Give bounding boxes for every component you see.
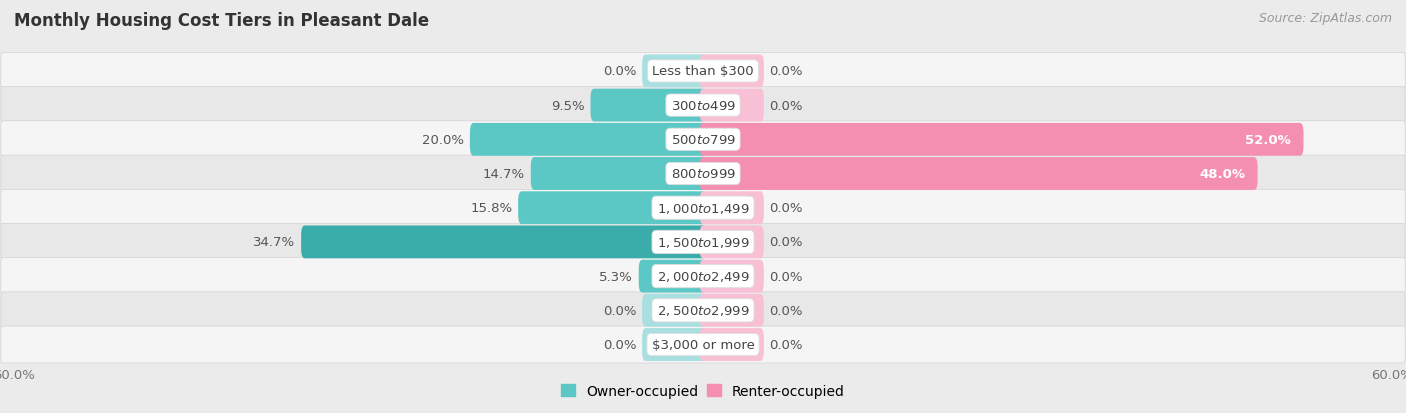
- FancyBboxPatch shape: [700, 158, 1257, 190]
- FancyBboxPatch shape: [700, 260, 763, 293]
- FancyBboxPatch shape: [531, 158, 706, 190]
- Text: $800 to $999: $800 to $999: [671, 168, 735, 180]
- Text: 5.3%: 5.3%: [599, 270, 633, 283]
- Text: $2,500 to $2,999: $2,500 to $2,999: [657, 304, 749, 318]
- FancyBboxPatch shape: [1, 224, 1405, 261]
- FancyBboxPatch shape: [1, 292, 1405, 329]
- Text: $2,000 to $2,499: $2,000 to $2,499: [657, 269, 749, 283]
- Text: $300 to $499: $300 to $499: [671, 100, 735, 112]
- FancyBboxPatch shape: [700, 226, 763, 259]
- Text: 0.0%: 0.0%: [603, 304, 637, 317]
- Text: 0.0%: 0.0%: [769, 202, 803, 215]
- FancyBboxPatch shape: [1, 88, 1405, 124]
- FancyBboxPatch shape: [1, 258, 1405, 295]
- Text: 15.8%: 15.8%: [470, 202, 512, 215]
- FancyBboxPatch shape: [301, 226, 706, 259]
- FancyBboxPatch shape: [700, 90, 763, 122]
- Text: 0.0%: 0.0%: [769, 304, 803, 317]
- FancyBboxPatch shape: [643, 55, 706, 88]
- FancyBboxPatch shape: [1, 190, 1405, 227]
- FancyBboxPatch shape: [1, 53, 1405, 90]
- FancyBboxPatch shape: [700, 192, 763, 225]
- Text: 52.0%: 52.0%: [1246, 133, 1291, 147]
- FancyBboxPatch shape: [643, 328, 706, 361]
- Text: 0.0%: 0.0%: [769, 65, 803, 78]
- Text: 34.7%: 34.7%: [253, 236, 295, 249]
- Text: 0.0%: 0.0%: [769, 270, 803, 283]
- Text: Less than $300: Less than $300: [652, 65, 754, 78]
- Text: 14.7%: 14.7%: [482, 168, 524, 180]
- FancyBboxPatch shape: [591, 90, 706, 122]
- FancyBboxPatch shape: [700, 123, 1303, 157]
- Text: Monthly Housing Cost Tiers in Pleasant Dale: Monthly Housing Cost Tiers in Pleasant D…: [14, 12, 429, 30]
- Text: Source: ZipAtlas.com: Source: ZipAtlas.com: [1258, 12, 1392, 25]
- Text: 0.0%: 0.0%: [769, 100, 803, 112]
- Text: $1,000 to $1,499: $1,000 to $1,499: [657, 201, 749, 215]
- Text: 0.0%: 0.0%: [603, 65, 637, 78]
- Text: $500 to $799: $500 to $799: [671, 133, 735, 147]
- Legend: Owner-occupied, Renter-occupied: Owner-occupied, Renter-occupied: [558, 381, 848, 401]
- Text: $3,000 or more: $3,000 or more: [651, 338, 755, 351]
- Text: $1,500 to $1,999: $1,500 to $1,999: [657, 235, 749, 249]
- FancyBboxPatch shape: [643, 294, 706, 327]
- Text: 0.0%: 0.0%: [769, 338, 803, 351]
- FancyBboxPatch shape: [519, 192, 706, 225]
- Text: 20.0%: 20.0%: [422, 133, 464, 147]
- FancyBboxPatch shape: [638, 260, 706, 293]
- Text: 0.0%: 0.0%: [603, 338, 637, 351]
- Text: 9.5%: 9.5%: [551, 100, 585, 112]
- Text: 48.0%: 48.0%: [1199, 168, 1244, 180]
- FancyBboxPatch shape: [700, 328, 763, 361]
- FancyBboxPatch shape: [1, 156, 1405, 192]
- FancyBboxPatch shape: [700, 55, 763, 88]
- Text: 0.0%: 0.0%: [769, 236, 803, 249]
- FancyBboxPatch shape: [1, 326, 1405, 363]
- FancyBboxPatch shape: [700, 294, 763, 327]
- FancyBboxPatch shape: [470, 123, 706, 157]
- FancyBboxPatch shape: [1, 121, 1405, 159]
